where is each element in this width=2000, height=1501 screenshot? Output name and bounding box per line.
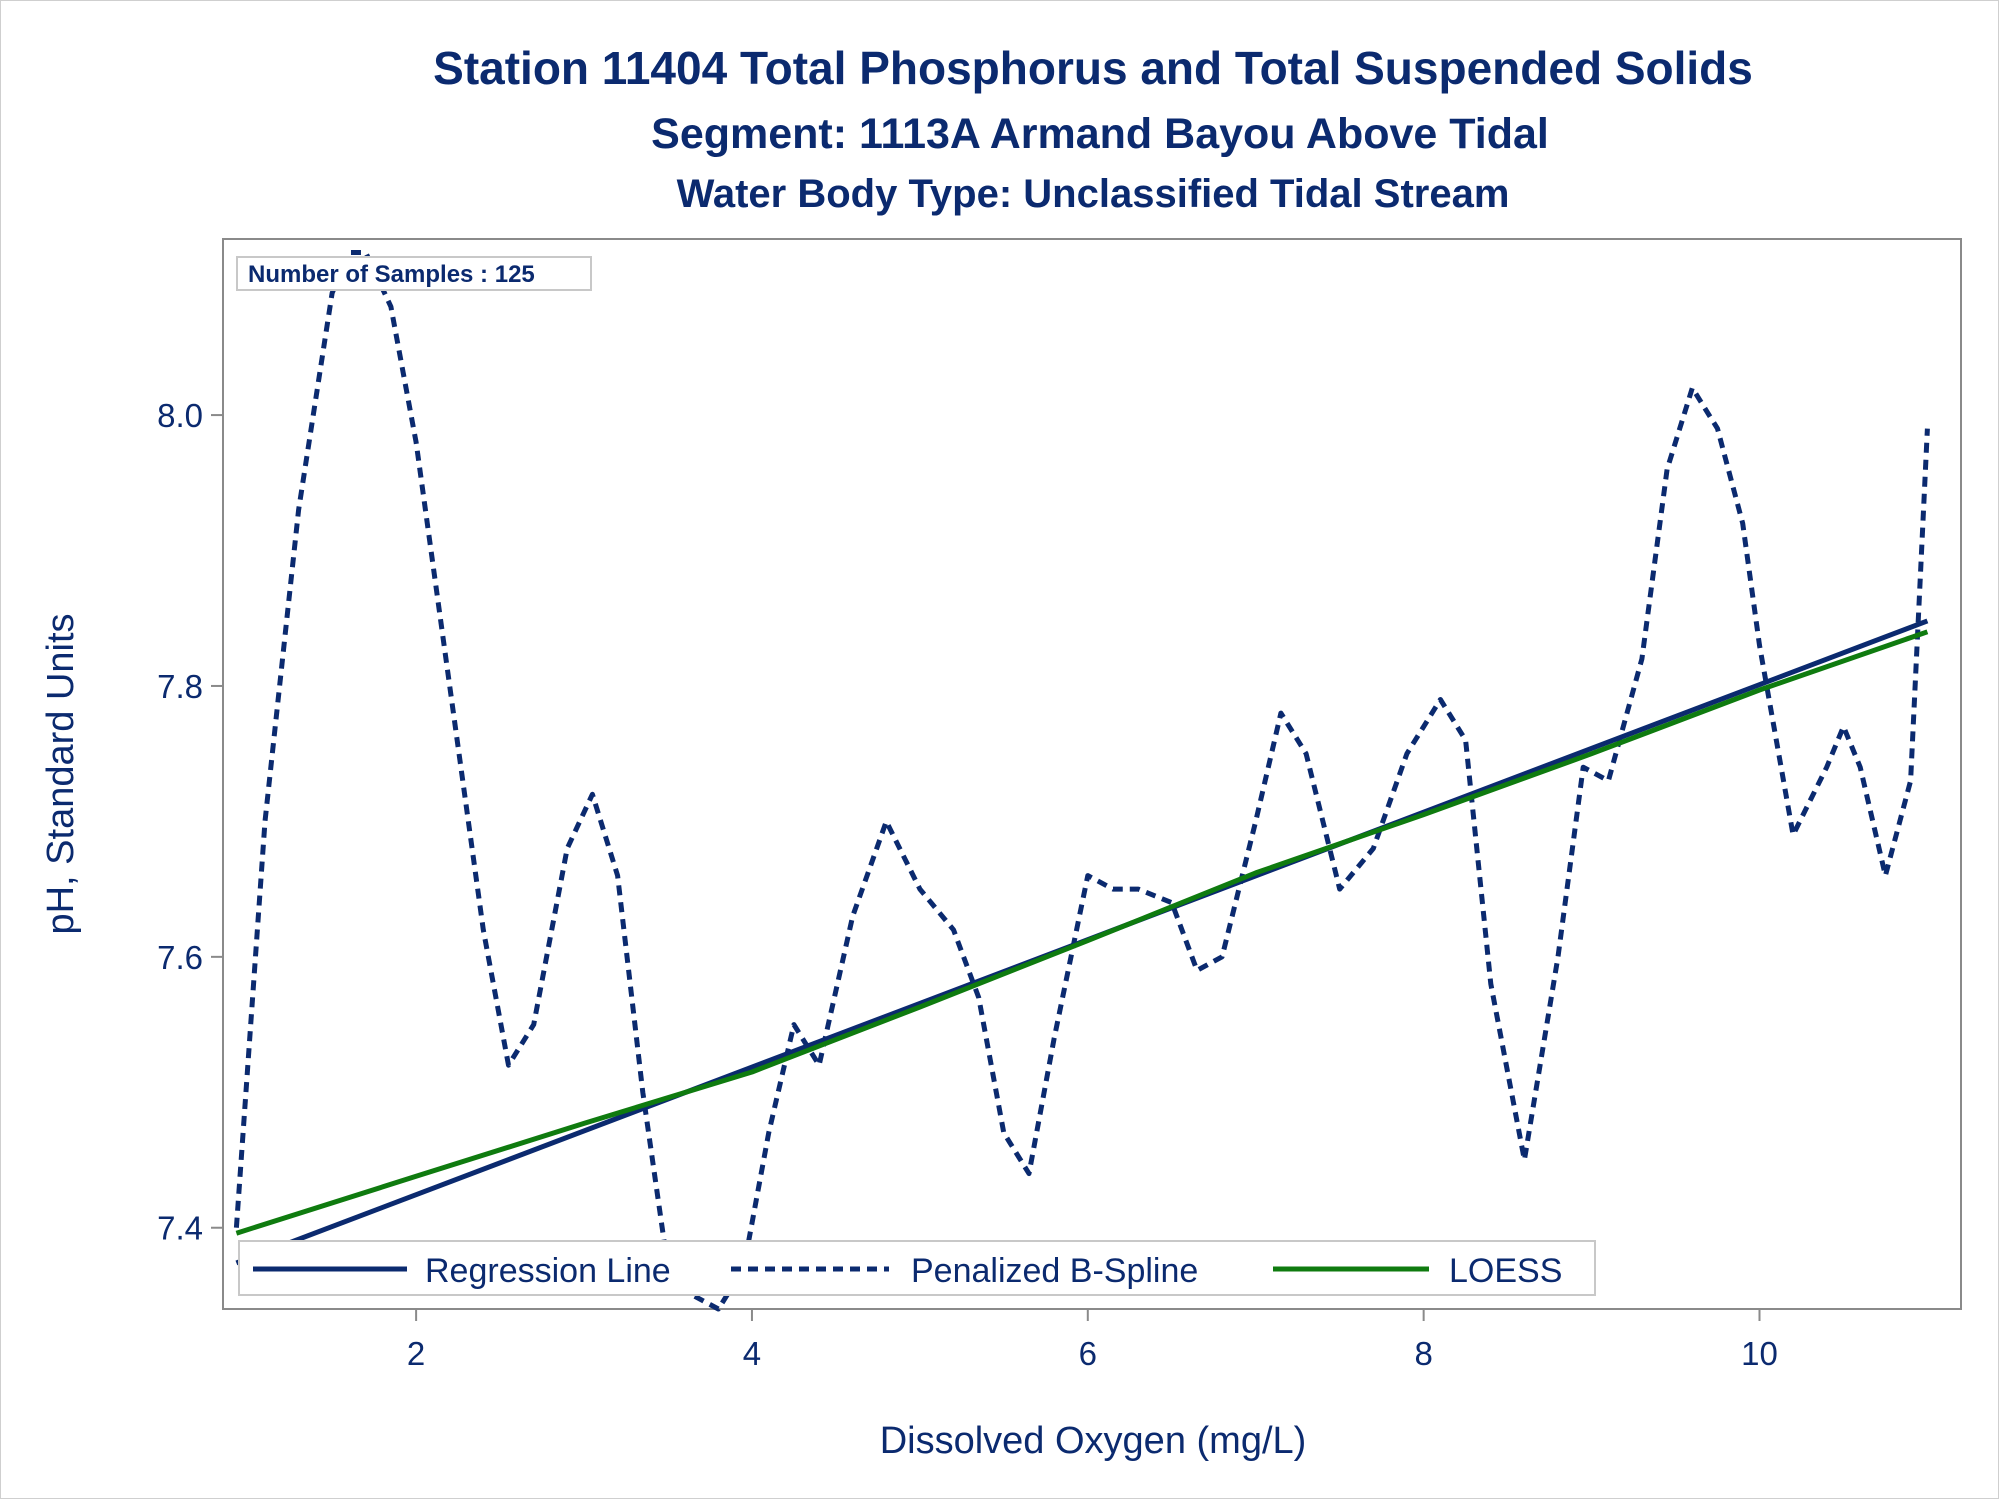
sample-count-inset: Number of Samples : 125 bbox=[236, 256, 592, 291]
y-tick-label: 8.0 bbox=[157, 397, 203, 434]
chart-subtitle: Segment: 1113A Armand Bayou Above Tidal bbox=[651, 110, 1549, 158]
legend-label: LOESS bbox=[1449, 1252, 1562, 1290]
y-tick-label: 7.8 bbox=[157, 668, 203, 705]
x-tick-label: 8 bbox=[1414, 1335, 1432, 1372]
x-tick-label: 10 bbox=[1741, 1335, 1778, 1372]
y-tick-label: 7.6 bbox=[157, 939, 203, 976]
loess-series bbox=[235, 629, 1929, 1236]
chart-subtitle-2: Water Body Type: Unclassified Tidal Stre… bbox=[677, 172, 1510, 216]
x-tick-label: 6 bbox=[1079, 1335, 1097, 1372]
legend-label: Regression Line bbox=[425, 1252, 671, 1290]
plot-area-border bbox=[222, 238, 1962, 1310]
y-axis: 7.4 7.6 7.8 8.0 bbox=[157, 397, 223, 1247]
y-axis-label: pH, Standard Units bbox=[40, 613, 82, 934]
x-axis-label: Dissolved Oxygen (mg/L) bbox=[880, 1420, 1307, 1462]
penalized-b-spline-series bbox=[233, 250, 1930, 1312]
legend: Regression Line Penalized B-Spline LOESS bbox=[238, 1240, 1596, 1296]
chart-title: Station 11404 Total Phosphorus and Total… bbox=[433, 42, 1753, 94]
x-axis: 2 4 6 8 10 bbox=[407, 1309, 1778, 1372]
legend-label: Penalized B-Spline bbox=[911, 1252, 1198, 1290]
y-tick-label: 7.4 bbox=[157, 1210, 203, 1247]
x-tick-label: 2 bbox=[407, 1335, 425, 1372]
x-tick-label: 4 bbox=[743, 1335, 761, 1372]
series-layer bbox=[233, 250, 1930, 1312]
sample-count-text: Number of Samples : 125 bbox=[248, 261, 535, 288]
